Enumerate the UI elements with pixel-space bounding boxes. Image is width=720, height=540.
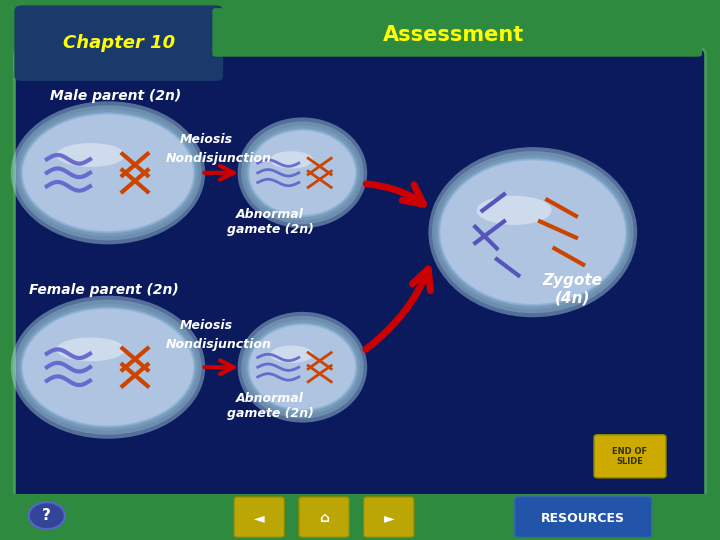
Text: Female parent (2n): Female parent (2n) <box>29 284 179 298</box>
Ellipse shape <box>238 312 367 422</box>
Ellipse shape <box>270 151 313 168</box>
Ellipse shape <box>11 295 205 438</box>
Text: END OF
SLIDE: END OF SLIDE <box>613 447 647 466</box>
Text: Abnormal
gamete (2n): Abnormal gamete (2n) <box>227 208 313 236</box>
Circle shape <box>29 502 65 529</box>
Ellipse shape <box>270 346 313 363</box>
Ellipse shape <box>245 320 360 415</box>
FancyBboxPatch shape <box>364 497 414 537</box>
Text: Assessment: Assessment <box>383 25 524 45</box>
FancyBboxPatch shape <box>234 497 284 537</box>
Ellipse shape <box>439 159 626 305</box>
Text: ⌂: ⌂ <box>319 511 329 525</box>
Text: Meiosis: Meiosis <box>180 133 233 146</box>
Text: Chapter 10: Chapter 10 <box>63 33 175 52</box>
Text: Abnormal
gamete (2n): Abnormal gamete (2n) <box>227 392 313 420</box>
Text: Zygote
(4n): Zygote (4n) <box>542 273 603 305</box>
Ellipse shape <box>432 151 634 313</box>
FancyBboxPatch shape <box>299 497 349 537</box>
FancyBboxPatch shape <box>14 49 706 502</box>
Ellipse shape <box>14 105 202 240</box>
Ellipse shape <box>14 300 202 435</box>
Ellipse shape <box>248 130 356 216</box>
FancyBboxPatch shape <box>0 494 720 540</box>
Text: Meiosis: Meiosis <box>180 319 233 333</box>
Text: Nondisjunction: Nondisjunction <box>166 338 271 352</box>
Text: RESOURCES: RESOURCES <box>541 512 625 525</box>
Ellipse shape <box>428 147 637 318</box>
Text: Nondisjunction: Nondisjunction <box>166 152 271 165</box>
Ellipse shape <box>18 303 198 431</box>
FancyBboxPatch shape <box>14 5 223 81</box>
Ellipse shape <box>436 156 630 309</box>
Text: ?: ? <box>42 508 51 523</box>
Text: ◄: ◄ <box>254 511 264 525</box>
FancyBboxPatch shape <box>594 435 666 478</box>
FancyBboxPatch shape <box>212 8 702 57</box>
Text: ►: ► <box>384 511 394 525</box>
Ellipse shape <box>18 109 198 236</box>
Ellipse shape <box>241 316 364 418</box>
FancyBboxPatch shape <box>515 497 652 537</box>
Ellipse shape <box>238 117 367 228</box>
Ellipse shape <box>56 143 125 167</box>
Ellipse shape <box>248 324 356 410</box>
Ellipse shape <box>245 125 360 220</box>
Ellipse shape <box>22 113 194 232</box>
Ellipse shape <box>22 308 194 427</box>
Text: Male parent (2n): Male parent (2n) <box>50 89 181 103</box>
Ellipse shape <box>241 122 364 224</box>
Ellipse shape <box>11 101 205 244</box>
Ellipse shape <box>56 338 125 361</box>
Ellipse shape <box>477 196 552 225</box>
